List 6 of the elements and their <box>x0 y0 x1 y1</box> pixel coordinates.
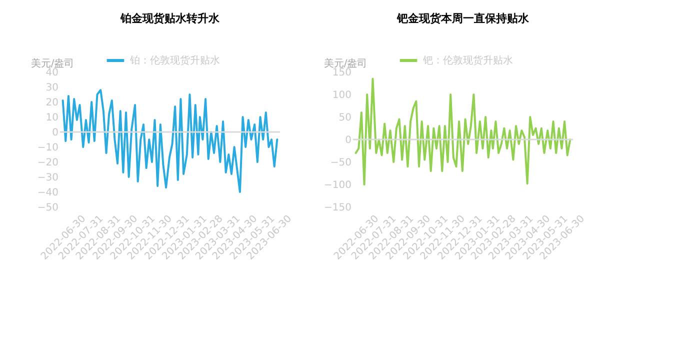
y-axis-title: 美元/盎司 <box>30 58 74 70</box>
chart-title: 钯金现货本周一直保持贴水 <box>396 12 530 25</box>
line-series <box>62 89 278 193</box>
chart-title: 铂金现货贴水转升水 <box>120 12 220 25</box>
line-series <box>354 78 572 186</box>
y-axis-title: 美元/盎司 <box>324 58 368 70</box>
